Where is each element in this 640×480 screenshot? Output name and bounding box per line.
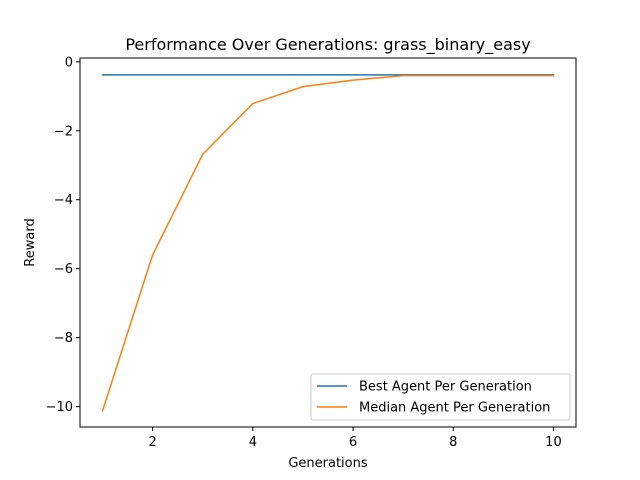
y-tick-label: −6 <box>54 262 73 277</box>
y-tick-label: −10 <box>46 400 73 415</box>
legend: Best Agent Per Generation Median Agent Pe… <box>310 373 571 421</box>
series-layer <box>101 74 555 412</box>
y-tick-label: −8 <box>54 331 73 346</box>
legend-label-1: Median Agent Per Generation <box>359 401 550 416</box>
x-tick-label: 8 <box>449 435 457 450</box>
y-axis-label: Reward <box>23 218 38 266</box>
x-tick-label: 2 <box>149 435 157 450</box>
chart-title: Performance Over Generations: grass_bina… <box>125 35 530 55</box>
y-tick-label: −2 <box>54 124 73 139</box>
y-axis: 0 −2 −4 −6 −8 −10 <box>46 55 80 415</box>
legend-box <box>310 373 571 421</box>
plot-frame <box>79 57 577 428</box>
legend-label-0: Best Agent Per Generation <box>359 380 532 395</box>
x-axis-label: Generations <box>288 456 368 471</box>
x-tick-label: 10 <box>545 435 562 450</box>
y-tick-label: −4 <box>54 193 73 208</box>
series-line-1 <box>101 74 555 412</box>
x-tick-label: 6 <box>349 435 357 450</box>
x-axis: 2 4 6 8 10 <box>149 427 562 450</box>
y-tick-label: 0 <box>65 55 73 70</box>
x-tick-label: 4 <box>249 435 257 450</box>
